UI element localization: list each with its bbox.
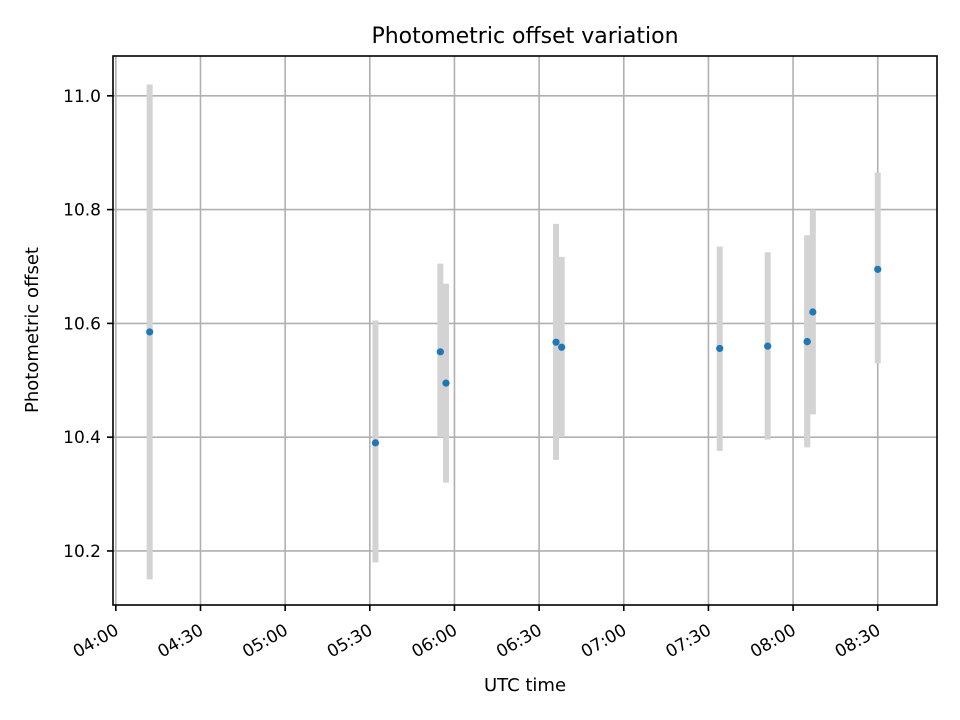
x-tick-label: 06:00: [409, 620, 461, 662]
y-axis-ticks: 10.2 10.4 10.6 10.8 11.0: [63, 87, 113, 562]
data-point: [436, 348, 444, 356]
x-tick-label: 04:30: [155, 620, 207, 662]
data-point: [146, 328, 154, 336]
x-tick-label: 04:00: [70, 620, 122, 662]
data-point: [552, 338, 560, 346]
x-tick-label: 05:30: [324, 620, 376, 662]
errorbar-layer: [146, 84, 881, 580]
x-tick-label: 08:00: [747, 620, 799, 662]
point-layer: [146, 265, 882, 447]
x-tick-label: 08:30: [832, 620, 884, 662]
y-axis-label: Photometric offset: [22, 247, 43, 413]
x-axis-ticks: 04:00 04:30 05:00 05:30 06:00 06:30 07:00 07:30…: [70, 605, 884, 662]
data-point: [764, 342, 772, 350]
data-point: [874, 265, 882, 273]
data-point: [442, 379, 450, 387]
y-tick-label: 10.8: [63, 201, 101, 221]
data-point: [558, 343, 566, 351]
grid-layer: [113, 56, 937, 605]
y-tick-label: 10.4: [63, 428, 101, 448]
data-point: [809, 308, 817, 316]
plot-frame: [112, 55, 938, 606]
data-point: [371, 439, 380, 447]
x-tick-label: 06:30: [493, 620, 545, 662]
y-tick-label: 10.6: [63, 314, 101, 334]
y-tick-label: 10.2: [63, 542, 101, 562]
x-tick-label: 07:30: [662, 620, 714, 662]
data-point: [716, 344, 724, 353]
data-point: [803, 337, 811, 346]
y-tick-label: 11.0: [63, 87, 101, 107]
x-tick-label: 07:00: [578, 620, 630, 662]
x-axis-label: UTC time: [484, 675, 566, 696]
chart-title: Photometric offset variation: [371, 24, 678, 49]
x-tick-label: 05:00: [239, 620, 291, 662]
